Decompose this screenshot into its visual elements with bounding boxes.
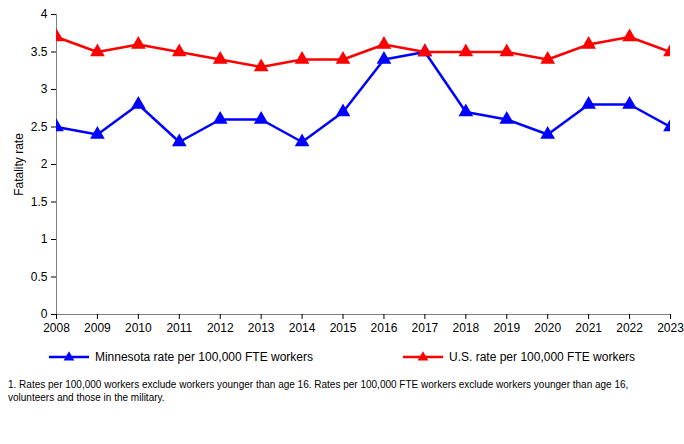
svg-text:2023: 2023 xyxy=(657,321,684,335)
svg-text:2: 2 xyxy=(41,157,48,171)
svg-text:2015: 2015 xyxy=(330,321,357,335)
svg-text:2018: 2018 xyxy=(452,321,479,335)
html-text:U.S. rate per 100,000 FTE work: U.S. rate per 100,000 FTE workers xyxy=(449,350,636,364)
svg-text:2009: 2009 xyxy=(84,321,111,335)
svg-text:2014: 2014 xyxy=(289,321,316,335)
svg-text:3: 3 xyxy=(41,82,48,96)
svg-text:2019: 2019 xyxy=(493,321,520,335)
svg-text:2020: 2020 xyxy=(534,321,561,335)
svg-text:4: 4 xyxy=(41,7,48,21)
svg-text:Fatality rate: Fatality rate xyxy=(12,133,26,196)
svg-text:2011: 2011 xyxy=(166,321,192,335)
html-text:1. Rates per 100,000 workers e: 1. Rates per 100,000 workers exclude wor… xyxy=(8,379,629,403)
svg-text:2022: 2022 xyxy=(616,321,643,335)
svg-text:1.5: 1.5 xyxy=(31,195,48,209)
svg-text:1: 1 xyxy=(41,232,48,246)
svg-text:0: 0 xyxy=(41,307,48,321)
svg-text:2016: 2016 xyxy=(371,321,398,335)
svg-text:0.5: 0.5 xyxy=(31,270,48,284)
svg-text:2017: 2017 xyxy=(412,321,439,335)
svg-text:2013: 2013 xyxy=(248,321,275,335)
svg-text:2021: 2021 xyxy=(575,321,602,335)
html-text:Minnesota rate per 100,000 FTE: Minnesota rate per 100,000 FTE workers xyxy=(94,350,313,364)
svg-text:3.5: 3.5 xyxy=(31,45,48,59)
svg-text:2.5: 2.5 xyxy=(31,120,48,134)
svg-text:2008: 2008 xyxy=(43,321,70,335)
svg-text:2010: 2010 xyxy=(125,321,152,335)
svg-text:2012: 2012 xyxy=(207,321,234,335)
